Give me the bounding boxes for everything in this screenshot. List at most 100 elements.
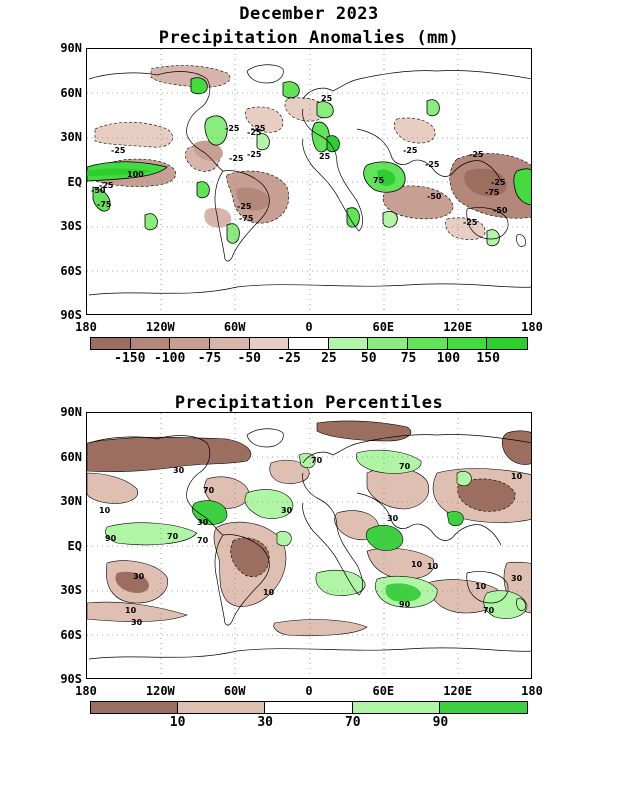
percentile-contour-label: 30 <box>173 466 185 475</box>
colorbar-swatch <box>265 702 353 713</box>
lat-label: 60N <box>60 449 82 464</box>
colorbar-label: 90 <box>432 715 449 730</box>
anomaly-contour-label: -25 <box>229 154 244 163</box>
percentile-contour-label: 90 <box>105 534 117 543</box>
anomaly-contour-label: -50 <box>493 206 508 215</box>
anomaly-contour-label: -25 <box>251 124 266 133</box>
colorbar-label: 25 <box>321 351 337 366</box>
anomaly-contour-label: -25 <box>111 146 126 155</box>
percentile-contour-label: 30 <box>131 618 143 627</box>
colorbar-label: -25 <box>277 351 301 366</box>
lon-label: 120E <box>443 320 473 334</box>
colorbar-swatch <box>447 338 488 349</box>
percentile-contour-label: 30 <box>511 574 523 583</box>
lon-label: 0 <box>305 320 313 334</box>
anomaly-contour-label: -75 <box>485 188 500 197</box>
anomaly-contour-label: -25 <box>225 124 240 133</box>
percentile-contour-label: 10 <box>263 588 275 597</box>
lon-label: 0 <box>305 684 313 698</box>
colorbar-swatch <box>130 338 171 349</box>
coastlines-2 <box>88 428 531 660</box>
colorbar-swatch <box>439 702 527 713</box>
lat-label: 90S <box>60 308 82 322</box>
colorbar-swatch <box>368 338 408 349</box>
percentile-colorbar <box>90 701 528 714</box>
lat-label: 30N <box>60 494 82 508</box>
colorbar-label: 75 <box>400 351 417 366</box>
colorbar-label: 100 <box>436 351 461 366</box>
percentile-contour-label: 70 <box>399 462 411 471</box>
lat-label: 90N <box>60 41 82 55</box>
colorbar-swatch <box>328 338 369 349</box>
lat-label: 30S <box>60 219 82 233</box>
lat-label: 60N <box>60 85 82 100</box>
lat-label: 90N <box>60 405 82 419</box>
percentile-contour-label: 10 <box>99 506 111 515</box>
anomaly-contour-label: -75 <box>97 200 112 209</box>
anomaly-contour-label: -50 <box>427 192 442 201</box>
colorbar-label: 70 <box>344 715 361 730</box>
percentile-contour-label: 10 <box>125 606 137 615</box>
lon-label: 120E <box>443 684 473 698</box>
coastlines <box>88 64 531 296</box>
lat-label: 30N <box>60 130 82 144</box>
anomaly-contour-label: -25 <box>247 128 262 137</box>
colorbar-label: -150 <box>114 351 146 366</box>
lat-label: 60S <box>60 627 82 642</box>
anomaly-contour-label: -25 <box>247 150 262 159</box>
percentile-contour-label: 90 <box>399 600 411 609</box>
anomaly-contour-label: -25 <box>469 150 484 159</box>
anomaly-contour-label: 75 <box>373 176 385 185</box>
lon-label: 120W <box>145 684 175 698</box>
anomaly-contour-label: 100 <box>127 170 144 179</box>
anomaly-contour-label: -25 <box>491 178 506 187</box>
lon-label: 60W <box>223 684 246 698</box>
percentile-map-svg: 30 10 70 90 70 30 30 10 30 70 10 70 30 30 10 90 70 10 70 30… <box>87 413 531 678</box>
percentile-contour-label: 10 <box>475 582 487 591</box>
lat-label: 90S <box>60 672 82 686</box>
anomaly-map: -25 -25 -25 100 -25 -50 -75 -25 -75 -25 -25 25 -25 25… <box>86 48 532 315</box>
percentile-contour-label: 10 <box>511 472 523 481</box>
colorbar-swatch <box>352 702 440 713</box>
anomaly-shading <box>87 65 531 247</box>
colorbar-swatch <box>249 338 290 349</box>
anomaly-contour-label: -25 <box>425 160 440 169</box>
percentile-map: 30 10 70 90 70 30 30 10 30 70 10 70 30 30 10 90 70 10 70 30… <box>86 412 532 679</box>
colorbar-label: 30 <box>257 715 274 730</box>
lat-label: 30S <box>60 583 82 597</box>
lon-label: 60E <box>372 684 395 698</box>
percentile-contour-label: 30 <box>387 514 399 523</box>
colorbar-label: -75 <box>197 351 222 366</box>
colorbar-swatch <box>178 702 266 713</box>
main-title: December 2023 <box>239 4 379 24</box>
lat-label: EQ <box>67 538 82 553</box>
lon-label: 120W <box>145 320 175 334</box>
colorbar-swatch <box>170 338 210 349</box>
colorbar-label: 150 <box>476 351 500 366</box>
lon-label: 180 <box>521 320 543 334</box>
anomaly-contour-label: -25 <box>237 202 252 211</box>
lon-label: 180 <box>75 684 97 698</box>
lat-label: EQ <box>67 174 82 189</box>
lon-label: 180 <box>521 684 543 698</box>
percentile-contour-labels: 30 10 70 90 70 30 30 10 30 70 10 70 30 30 10 90 70 10 70 30… <box>99 456 523 627</box>
anomaly-contour-label: 25 <box>319 152 331 161</box>
percentile-contour-label: 10 <box>427 562 439 571</box>
anomaly-contour-label: -25 <box>403 146 418 155</box>
percentile-contour-label: 70 <box>197 536 209 545</box>
colorbar-swatch <box>91 702 179 713</box>
anomaly-contour-label: 25 <box>321 94 333 103</box>
percentile-contour-label: 30 <box>133 572 145 581</box>
colorbar-label: -50 <box>237 351 261 366</box>
colorbar-swatch <box>408 338 448 349</box>
lon-label: 60W <box>223 320 246 334</box>
percentile-contour-label: 70 <box>167 532 179 541</box>
colorbar-swatch <box>487 338 527 349</box>
anomaly-contour-label: -50 <box>91 186 106 195</box>
colorbar-swatch <box>91 338 131 349</box>
lat-label: 60S <box>60 263 82 278</box>
colorbar-label: 50 <box>360 351 377 366</box>
anomaly-contour-label: -25 <box>463 218 478 227</box>
